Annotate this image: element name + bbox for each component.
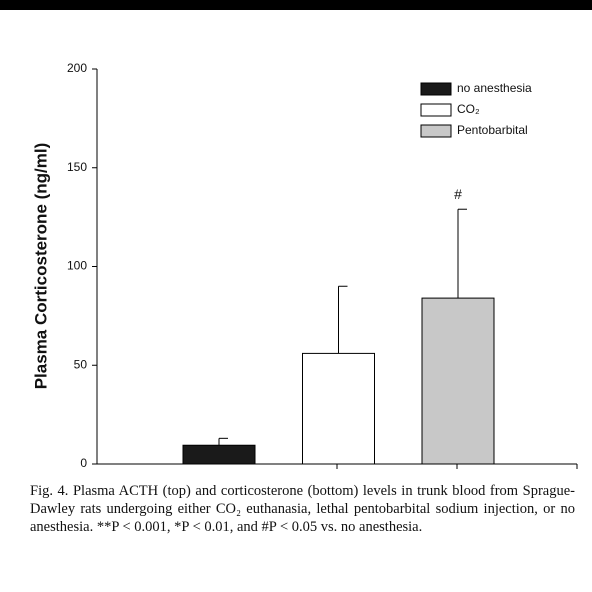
legend-swatch bbox=[420, 103, 452, 117]
bar bbox=[421, 297, 495, 465]
y-tick-label: 200 bbox=[67, 61, 87, 75]
top-border bbox=[0, 0, 592, 10]
y-axis-label: Plasma Corticosterone (ng/ml) bbox=[31, 143, 50, 390]
legend-label: Pentobarbital bbox=[457, 123, 528, 137]
legend-swatch bbox=[420, 124, 452, 138]
y-tick-label: 150 bbox=[67, 160, 87, 174]
legend-label: CO₂ bbox=[457, 102, 480, 116]
bar bbox=[182, 444, 256, 465]
y-tick-label: 0 bbox=[80, 456, 87, 470]
y-tick-label: 50 bbox=[74, 357, 88, 371]
caption: Fig. 4. Plasma ACTH (top) and corticoste… bbox=[30, 483, 575, 535]
chart: Plasma Corticosterone (ng/ml) 0 50 100 150 2… bbox=[31, 61, 578, 470]
bar bbox=[302, 352, 375, 465]
annotation: # bbox=[454, 186, 462, 202]
legend-label: no anesthesia bbox=[457, 81, 532, 95]
y-tick-label: 100 bbox=[67, 259, 87, 273]
legend-swatch bbox=[420, 82, 452, 96]
